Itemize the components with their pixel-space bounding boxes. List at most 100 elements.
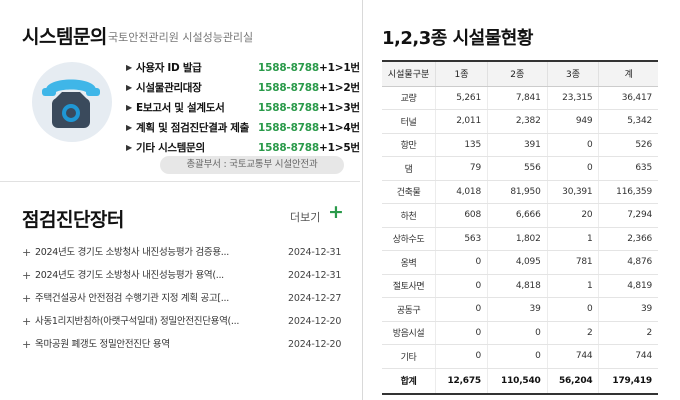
table-row: 건축물 4,018 81,950 30,391 116,359	[382, 180, 658, 204]
column-header: 계	[598, 60, 658, 87]
notice-title[interactable]: 2024년도 경기도 소방청사 내진성능평가 용역(...	[35, 270, 224, 281]
table-cell-category: 댐	[382, 156, 436, 181]
table-cell: 39	[598, 297, 658, 322]
table-cell: 81,950	[486, 180, 548, 204]
notice-item[interactable]: + 주택건설공사 안전점검 수행기관 지정 계획 공고[... 2024-12-…	[22, 287, 348, 310]
table-cell: 12,675	[435, 367, 488, 395]
table-cell: 20	[546, 203, 599, 228]
phone-number: 1588-8788	[258, 62, 320, 74]
table-cell: 781	[546, 250, 599, 275]
notice-date: 2024-12-20	[288, 339, 342, 350]
table-row: 기타 0 0 744 744	[382, 344, 658, 369]
table-cell: 56,204	[546, 367, 599, 395]
plus-icon: +	[22, 246, 32, 259]
notice-item[interactable]: + 2024년도 경기도 소방청사 내진성능평가 용역(... 2024-12-…	[22, 264, 348, 287]
table-row: 상하수도 563 1,802 1 2,366	[382, 227, 658, 251]
notice-title[interactable]: 사동1리지반침하(아랫구석일대) 정밀안전진단용역(...	[35, 316, 240, 327]
table-cell-category: 방음시설	[382, 321, 436, 345]
notice-title[interactable]: 2024년도 경기도 소방청사 내진성능평가 검증용...	[35, 247, 229, 258]
table-cell: 2	[598, 321, 658, 345]
system-inquiry-list: ▶ 사용자 ID 발급 1588-8788+1>1번 ▶ 시설물관리대장 158…	[126, 58, 360, 158]
table-row: 공동구 0 39 0 39	[382, 297, 658, 322]
table-cell: 36,417	[598, 86, 658, 110]
table-cell: 4,018	[435, 180, 488, 204]
table-cell: 0	[486, 321, 548, 345]
phone-icon	[32, 62, 112, 142]
notice-date: 2024-12-31	[288, 247, 342, 258]
table-row: 옹벽 0 4,095 781 4,876	[382, 250, 658, 275]
phone-number: 1588-8788	[258, 102, 320, 114]
table-header-row: 시설물구분 1종 2종 3종 계	[382, 60, 658, 87]
notice-item[interactable]: + 사동1리지반침하(아랫구석일대) 정밀안전진단용역(... 2024-12-…	[22, 310, 348, 333]
more-link[interactable]: 더보기	[290, 211, 321, 224]
table-cell: 7,294	[598, 203, 658, 228]
notice-list: + 2024년도 경기도 소방청사 내진성능평가 검증용... 2024-12-…	[22, 241, 348, 356]
table-row: 하천 608 6,666 20 7,294	[382, 203, 658, 228]
inquiry-label: E보고서 및 설계도서	[136, 102, 225, 114]
table-cell: 0	[546, 133, 599, 157]
inquiry-item-e-report: ▶ E보고서 및 설계도서 1588-8788+1>3번	[126, 98, 360, 118]
phone-extension: +1>1번	[319, 62, 360, 74]
table-cell: 608	[435, 203, 488, 228]
table-cell-category: 항만	[382, 133, 436, 157]
system-inquiry-section: 시스템문의 국토안전관리원 시설성능관리실 ▶ 사용자 ID 발급 1588-8…	[0, 0, 360, 182]
plus-icon: +	[22, 269, 32, 282]
notice-item[interactable]: + 옥마공원 폐갱도 정밀안전진단 용역 2024-12-20	[22, 333, 348, 356]
table-cell: 30,391	[546, 180, 599, 204]
column-header: 3종	[546, 60, 599, 87]
inquiry-phone[interactable]: 1588-8788+1>3번	[258, 98, 360, 118]
table-cell: 4,818	[486, 274, 548, 298]
table-cell-category: 합계	[382, 367, 436, 395]
table-cell: 1	[546, 227, 599, 251]
facility-status-title: 1,2,3종 시설물현황	[382, 28, 533, 49]
vertical-divider	[362, 0, 363, 400]
arrow-right-icon: ▶	[126, 123, 133, 132]
notice-title[interactable]: 주택건설공사 안전점검 수행기관 지정 계획 공고[...	[35, 293, 229, 304]
notice-title[interactable]: 옥마공원 폐갱도 정밀안전진단 용역	[35, 339, 170, 350]
inquiry-label: 사용자 ID 발급	[136, 62, 202, 74]
table-cell-category: 건축물	[382, 180, 436, 204]
inquiry-phone[interactable]: 1588-8788+1>1번	[258, 58, 360, 78]
phone-number: 1588-8788	[258, 142, 320, 154]
table-cell: 179,419	[598, 367, 658, 395]
table-cell: 6,666	[486, 203, 548, 228]
inquiry-item-facility-ledger: ▶ 시설물관리대장 1588-8788+1>2번	[126, 78, 360, 98]
table-cell: 635	[598, 156, 658, 181]
table-cell: 2,382	[486, 109, 548, 134]
table-cell: 0	[546, 297, 599, 322]
table-cell: 2,011	[435, 109, 488, 134]
arrow-right-icon: ▶	[126, 63, 133, 72]
arrow-right-icon: ▶	[126, 143, 133, 152]
inquiry-item-plan-submission: ▶ 계획 및 점검진단결과 제출 1588-8788+1>4번	[126, 118, 360, 138]
left-panel: 시스템문의 국토안전관리원 시설성능관리실 ▶ 사용자 ID 발급 1588-8…	[0, 0, 361, 356]
table-cell: 135	[435, 133, 488, 157]
inquiry-phone[interactable]: 1588-8788+1>5번	[258, 138, 360, 158]
table-cell: 4,876	[598, 250, 658, 275]
inquiry-phone[interactable]: 1588-8788+1>4번	[258, 118, 360, 138]
table-cell: 391	[486, 133, 548, 157]
inquiry-label: 시설물관리대장	[136, 82, 202, 94]
inquiry-phone[interactable]: 1588-8788+1>2번	[258, 78, 360, 98]
inquiry-item-user-id: ▶ 사용자 ID 발급 1588-8788+1>1번	[126, 58, 360, 78]
table-cell-category: 절토사면	[382, 274, 436, 298]
table-cell: 0	[546, 156, 599, 181]
table-cell: 2,366	[598, 227, 658, 251]
table-cell-category: 공동구	[382, 297, 436, 322]
table-cell: 5,342	[598, 109, 658, 134]
table-row: 교량 5,261 7,841 23,315 36,417	[382, 86, 658, 110]
table-cell-category: 터널	[382, 109, 436, 134]
column-header: 시설물구분	[382, 60, 436, 87]
phone-extension: +1>5번	[319, 142, 360, 154]
table-cell: 744	[598, 344, 658, 369]
table-cell: 526	[598, 133, 658, 157]
table-cell: 1	[546, 274, 599, 298]
table-cell: 744	[546, 344, 599, 369]
table-row: 항만 135 391 0 526	[382, 133, 658, 157]
table-cell: 0	[435, 321, 488, 345]
notice-item[interactable]: + 2024년도 경기도 소방청사 내진성능평가 검증용... 2024-12-…	[22, 241, 348, 264]
table-cell: 2	[546, 321, 599, 345]
plus-icon[interactable]: +	[328, 201, 344, 223]
notice-date: 2024-12-27	[288, 293, 342, 304]
table-cell: 7,841	[486, 86, 548, 110]
phone-number: 1588-8788	[258, 122, 320, 134]
